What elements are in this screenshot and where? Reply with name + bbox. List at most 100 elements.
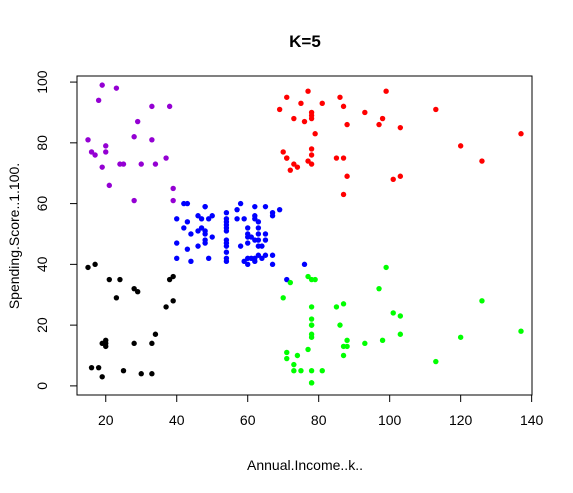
- data-point: [223, 210, 230, 216]
- data-point: [305, 158, 311, 164]
- data-point: [312, 276, 318, 283]
- data-point: [149, 137, 155, 143]
- data-point: [259, 243, 265, 249]
- data-point: [340, 191, 347, 198]
- data-point: [92, 152, 98, 158]
- data-point: [205, 216, 212, 222]
- data-point: [237, 243, 244, 249]
- data-point: [284, 276, 290, 283]
- data-point: [245, 261, 251, 268]
- data-point: [223, 249, 230, 255]
- data-point: [308, 161, 315, 167]
- data-point: [255, 237, 262, 243]
- data-point: [106, 182, 112, 189]
- data-point: [241, 216, 247, 222]
- data-point: [319, 100, 325, 107]
- data-point: [262, 231, 269, 237]
- data-point: [383, 88, 389, 94]
- data-point: [106, 276, 112, 283]
- data-point: [287, 167, 294, 173]
- data-point: [252, 255, 258, 261]
- x-axis-label: Annual.Income..k..: [247, 457, 363, 473]
- data-point: [308, 112, 315, 119]
- data-point: [308, 152, 315, 158]
- data-point: [308, 316, 315, 322]
- data-point: [149, 371, 155, 377]
- data-point: [344, 173, 350, 179]
- data-point: [294, 164, 301, 170]
- data-point: [280, 295, 286, 301]
- data-point: [166, 276, 173, 283]
- cluster-4-points: [276, 88, 524, 198]
- data-point: [340, 352, 347, 359]
- data-point: [198, 216, 205, 222]
- data-point: [234, 206, 240, 213]
- y-axis-label: Spending.Score..1.100.: [6, 163, 22, 309]
- data-point: [390, 310, 396, 316]
- data-point: [138, 161, 144, 167]
- data-point: [241, 258, 247, 265]
- data-point: [131, 134, 137, 140]
- data-point: [280, 149, 286, 155]
- data-point: [103, 340, 109, 347]
- cluster-3-points: [174, 200, 308, 283]
- data-point: [433, 358, 439, 365]
- data-point: [269, 261, 276, 268]
- data-point: [170, 273, 176, 280]
- data-point: [284, 94, 290, 100]
- data-point: [209, 213, 215, 219]
- y-tick-label: 100: [34, 70, 50, 94]
- data-point: [383, 264, 389, 271]
- data-point: [312, 131, 318, 137]
- data-point: [113, 295, 120, 301]
- data-point: [379, 337, 386, 344]
- data-point: [376, 285, 382, 292]
- y-tick-label: 80: [34, 135, 50, 151]
- data-point: [333, 155, 340, 161]
- data-point: [223, 216, 230, 222]
- data-point: [379, 115, 386, 122]
- y-tick-label: 0: [34, 382, 50, 390]
- data-point: [248, 234, 254, 240]
- data-point: [255, 219, 262, 225]
- data-point: [287, 279, 294, 286]
- data-point: [301, 118, 308, 125]
- data-point: [291, 115, 297, 122]
- data-point: [262, 252, 269, 258]
- data-point: [457, 334, 464, 340]
- data-point: [390, 176, 396, 182]
- data-point: [298, 367, 304, 374]
- data-point: [95, 97, 102, 104]
- data-point: [518, 328, 524, 334]
- data-point: [181, 225, 187, 231]
- data-point: [174, 255, 180, 261]
- y-tick-label: 40: [34, 256, 50, 272]
- data-point: [308, 146, 315, 152]
- data-point: [195, 243, 201, 249]
- data-point: [163, 155, 169, 161]
- data-point: [131, 285, 137, 292]
- data-point: [305, 273, 311, 280]
- data-point: [301, 261, 308, 268]
- data-point: [103, 149, 109, 155]
- data-point: [234, 216, 240, 222]
- data-point: [479, 158, 485, 164]
- data-point: [202, 240, 208, 246]
- data-point: [88, 149, 95, 155]
- data-point: [92, 261, 98, 268]
- data-point: [184, 219, 191, 225]
- x-tick-label: 120: [449, 412, 473, 428]
- data-point: [134, 118, 141, 125]
- y-tick-label: 20: [34, 317, 50, 333]
- data-point: [99, 82, 105, 88]
- data-point: [88, 364, 95, 371]
- data-point: [255, 252, 262, 258]
- data-point: [245, 240, 251, 246]
- data-point: [205, 255, 212, 261]
- cluster-5-points: [280, 264, 524, 386]
- data-point: [344, 337, 350, 344]
- data-point: [276, 106, 283, 113]
- data-point: [284, 155, 290, 161]
- data-point: [188, 231, 194, 237]
- data-point: [170, 298, 176, 304]
